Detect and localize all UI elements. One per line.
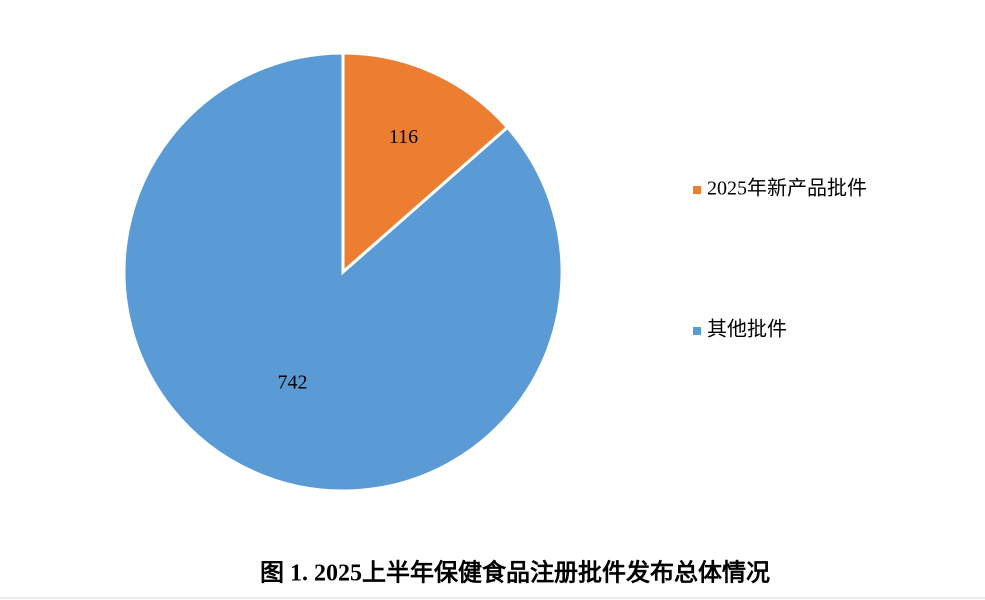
legend-swatch <box>693 327 701 335</box>
data-label: 742 <box>277 371 307 393</box>
data-label: 116 <box>389 126 418 148</box>
chart-title: 图 1. 2025上半年保健食品注册批件发布总体情况 <box>260 559 770 587</box>
legend-swatch <box>693 186 701 194</box>
legend-label: 其他批件 <box>707 318 787 341</box>
pie-slice <box>341 51 510 276</box>
legend-label: 2025年新产品批件 <box>707 177 867 200</box>
pie-slice <box>122 51 564 493</box>
